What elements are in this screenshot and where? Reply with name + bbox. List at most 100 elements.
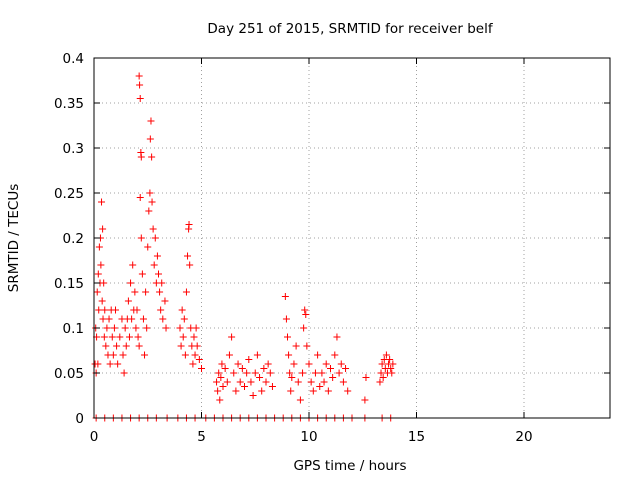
data-point (112, 306, 119, 314)
data-point (214, 387, 222, 395)
data-point (125, 333, 133, 341)
plot-frame (93, 57, 611, 419)
data-point (282, 315, 290, 323)
data-point (305, 360, 313, 368)
data-point (143, 324, 151, 332)
data-point (99, 315, 107, 323)
data-point (316, 383, 324, 390)
data-point (281, 293, 289, 300)
data-point (136, 81, 144, 89)
data-point (109, 351, 117, 359)
data-point (241, 383, 248, 390)
data-point (251, 369, 259, 377)
data-point (331, 351, 339, 359)
data-point (290, 360, 298, 368)
data-point (292, 342, 300, 350)
data-points (91, 72, 397, 422)
data-point (223, 378, 231, 386)
data-point (136, 194, 144, 201)
data-point (182, 288, 190, 296)
data-point (382, 351, 390, 359)
data-point (190, 333, 198, 341)
data-point (157, 306, 165, 314)
data-point (100, 333, 108, 341)
data-point (342, 365, 350, 372)
data-point (108, 333, 116, 341)
data-point (243, 369, 251, 377)
data-point (256, 374, 264, 381)
y-tick-label: 0.35 (54, 96, 84, 112)
data-point (389, 360, 397, 368)
data-point (121, 324, 129, 332)
y-tick-labels: 0 0.05 0.1 0.15 0.2 0.25 0.3 0.35 0.4 (54, 51, 84, 427)
data-point (102, 342, 110, 350)
data-point (151, 234, 159, 242)
y-tick-label: 0.05 (54, 366, 84, 382)
data-point (184, 252, 192, 260)
data-point (388, 369, 396, 377)
data-point (178, 306, 186, 314)
data-point (135, 342, 143, 350)
x-tick-label: 10 (300, 429, 317, 445)
data-point (144, 243, 152, 251)
data-point (335, 369, 343, 377)
data-point (191, 351, 199, 359)
data-point (113, 342, 121, 350)
data-point (94, 360, 102, 368)
data-point (159, 315, 167, 323)
data-point (218, 360, 226, 368)
x-tick-label: 15 (408, 429, 425, 445)
data-point (322, 360, 330, 368)
data-point (97, 261, 105, 269)
x-tick-labels: 0 5 10 15 20 (90, 429, 533, 445)
data-point (219, 383, 227, 390)
data-point (268, 383, 276, 390)
y-tick-label: 0 (75, 411, 84, 427)
data-point (148, 153, 156, 161)
data-point (361, 396, 369, 404)
data-point (129, 261, 137, 269)
data-point (287, 387, 295, 395)
data-point (288, 374, 296, 381)
data-point (258, 387, 266, 395)
data-point (101, 306, 109, 314)
data-point (386, 356, 394, 363)
data-point (221, 365, 229, 372)
data-point (147, 117, 155, 125)
data-point (238, 365, 246, 372)
data-point (253, 351, 261, 359)
data-point (311, 369, 319, 377)
data-point (158, 279, 166, 287)
data-point (114, 360, 122, 368)
data-point (99, 225, 107, 233)
data-point (105, 315, 113, 323)
data-point (103, 324, 111, 332)
data-point (285, 351, 293, 359)
data-point (329, 374, 337, 381)
data-point (146, 189, 154, 197)
data-point (119, 351, 127, 359)
data-point (128, 315, 136, 323)
data-point (155, 270, 162, 278)
data-point (132, 324, 140, 332)
data-point (124, 297, 132, 305)
data-point (299, 369, 307, 377)
y-tick-label: 0.1 (63, 321, 84, 337)
data-point (138, 270, 146, 278)
data-point (134, 333, 142, 341)
data-point (98, 198, 106, 206)
data-point (314, 351, 322, 359)
data-point (324, 387, 332, 395)
data-point (245, 356, 253, 363)
data-point (177, 342, 185, 350)
data-point (161, 297, 169, 305)
x-tick-label: 20 (515, 429, 532, 445)
data-point (106, 360, 114, 368)
data-point (193, 342, 201, 350)
data-point (181, 351, 189, 359)
data-point (195, 356, 203, 363)
data-point (180, 315, 188, 323)
data-point (110, 324, 118, 332)
data-point (176, 324, 184, 332)
data-point (320, 378, 328, 386)
